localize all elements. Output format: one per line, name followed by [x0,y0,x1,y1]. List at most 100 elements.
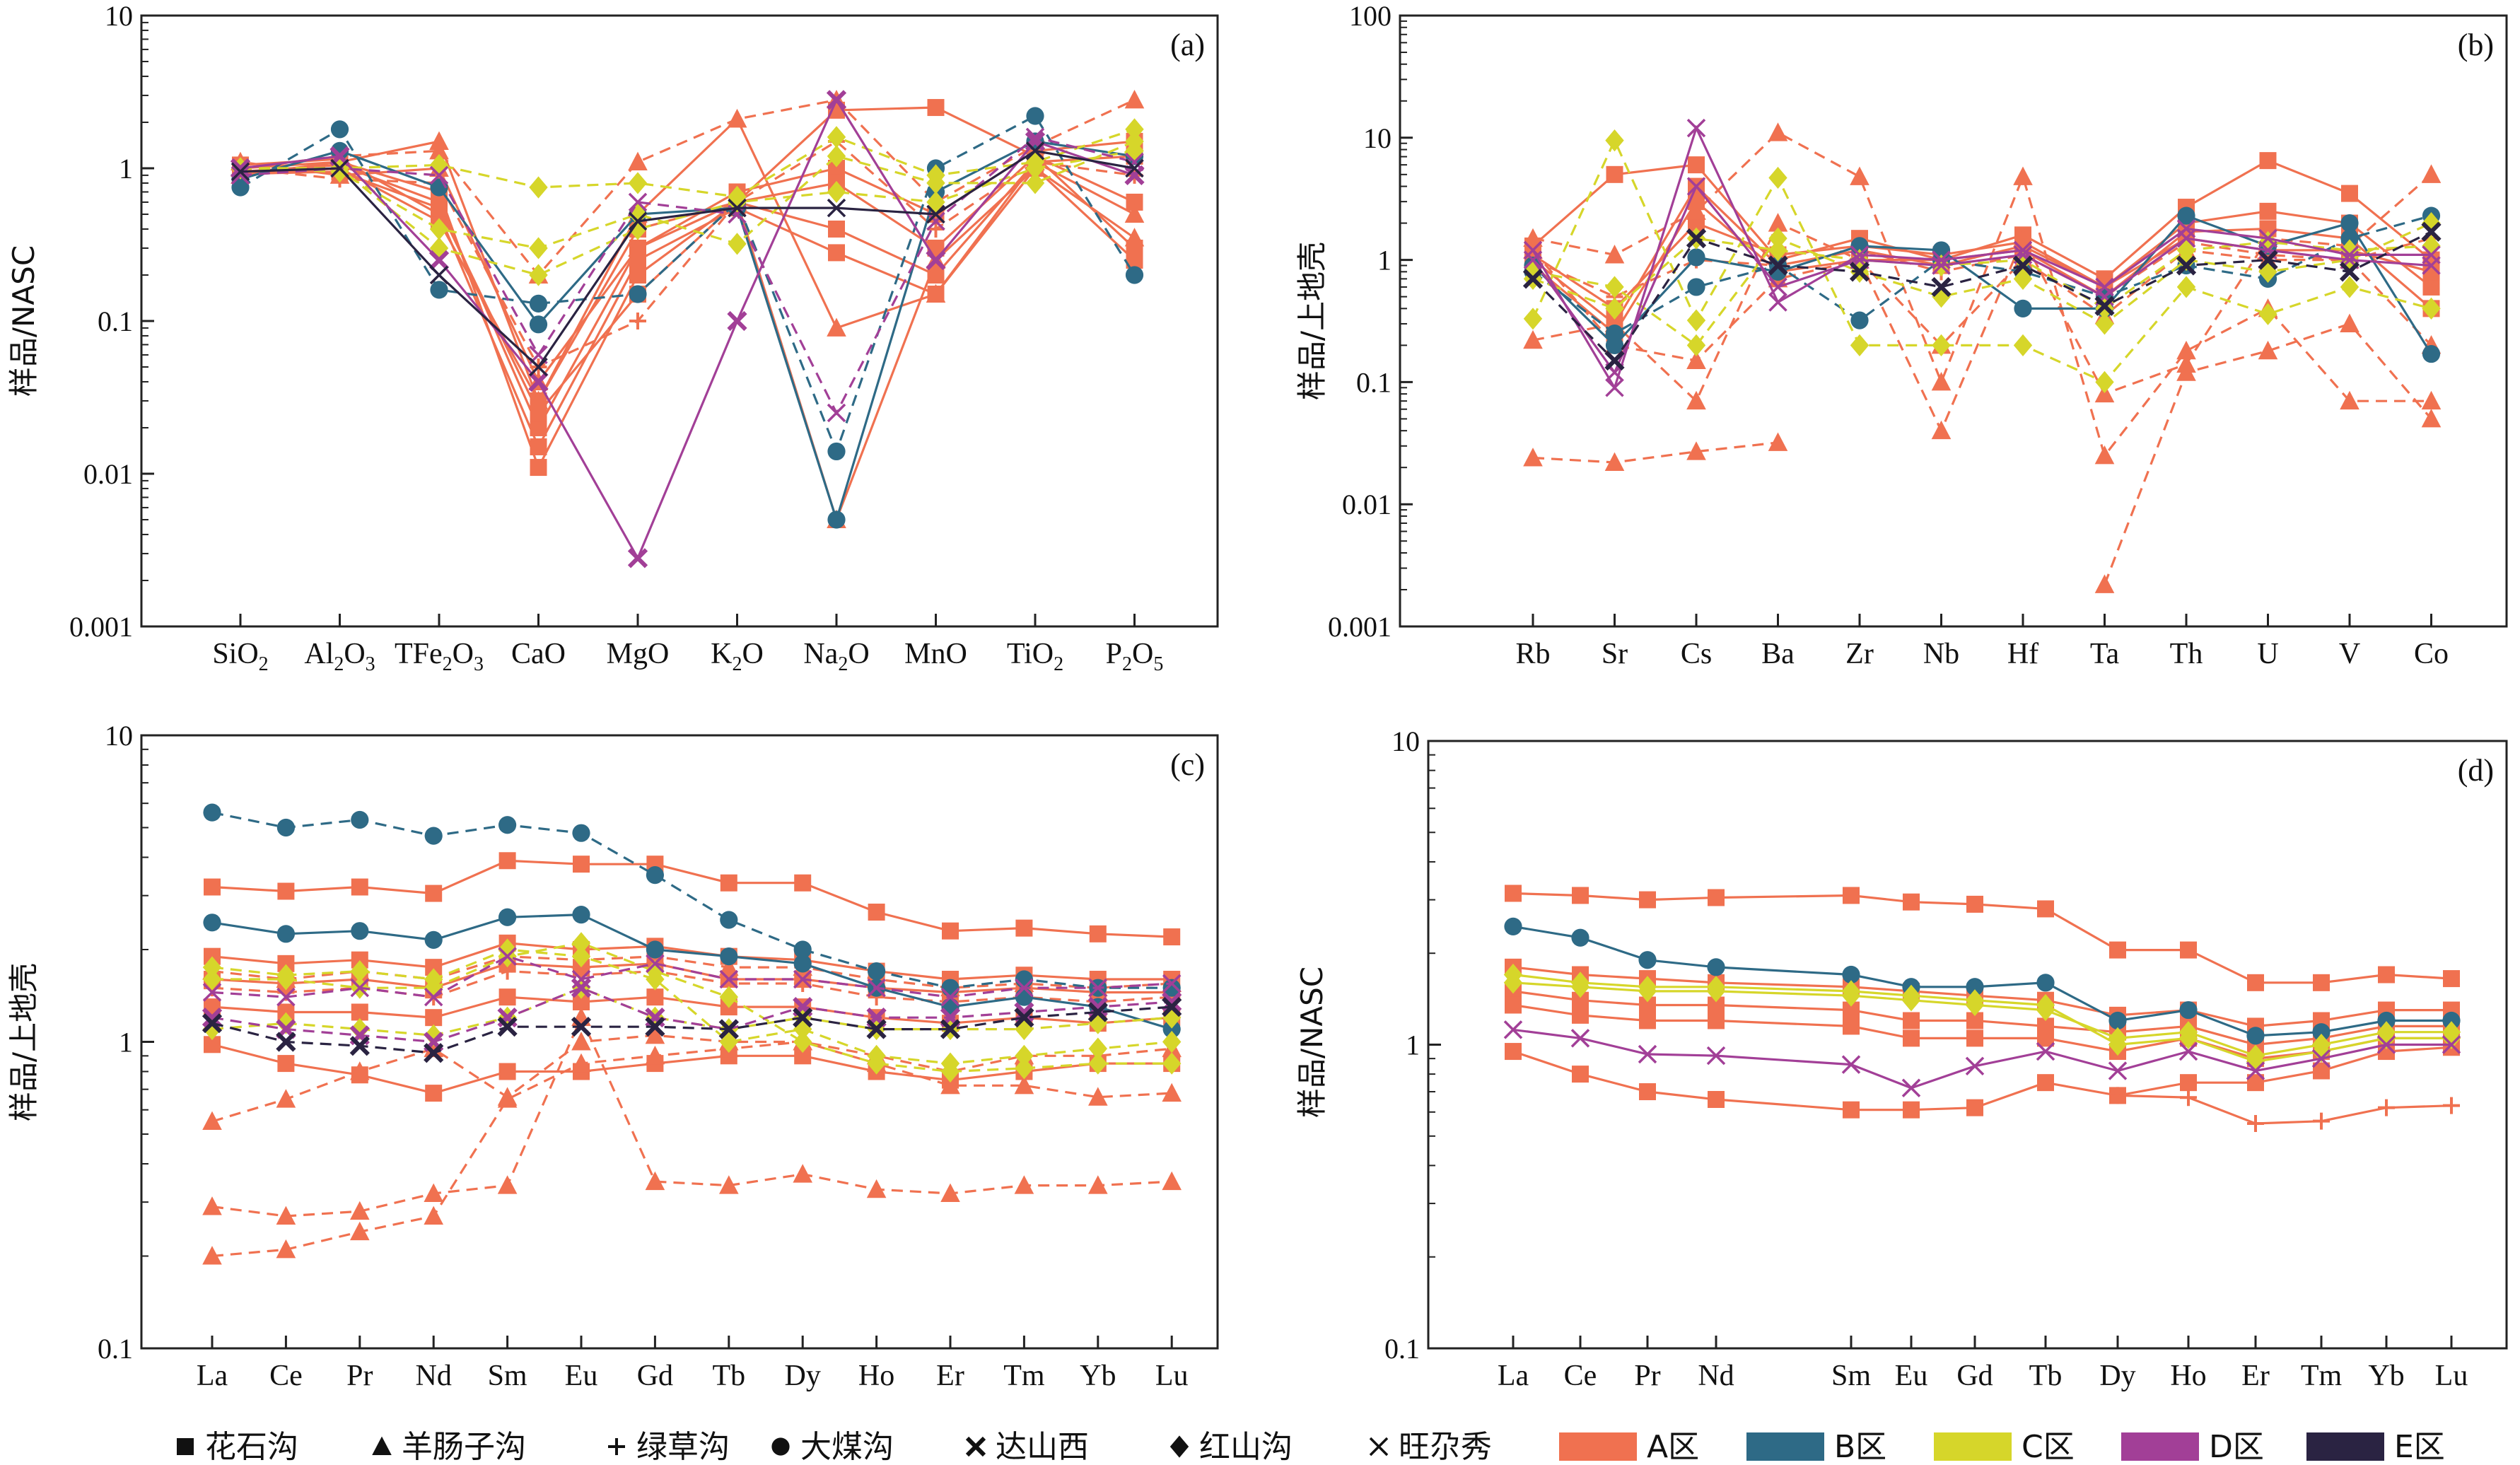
series-A-square [204,852,1181,946]
marker-plus [2109,1087,2126,1104]
marker-diamond [1169,1435,1189,1458]
series-line [240,136,1135,416]
series-E-xbold [1522,221,2442,371]
marker-square [1163,928,1181,946]
marker-triangle [793,1164,812,1183]
series-line [211,955,1172,998]
marker-triangle [202,1111,222,1131]
x-tick-label: Tb [712,1360,745,1392]
marker-circle [1687,248,1705,267]
marker-xbold [1686,228,1707,249]
series-line [1532,173,2432,434]
marker-diamond [1088,1012,1107,1034]
marker-diamond [1605,129,1624,152]
marker-x [202,983,222,1002]
marker-square [425,885,443,902]
marker-circle [2422,344,2441,363]
marker-diamond [2108,1027,2128,1049]
series-line [240,106,1136,471]
marker-diamond [2095,370,2114,393]
marker-xbold [202,1013,223,1034]
marker-circle [1605,325,1624,343]
marker-diamond [571,945,591,968]
series-line [1512,966,2451,1028]
x-tick-label: Tm [1003,1360,1045,1392]
marker-square [2259,202,2277,220]
x-tick-label: TiO2 [1007,638,1063,675]
marker-square [2037,900,2054,918]
panel-label: (a) [1170,28,1205,62]
marker-diamond [1162,1030,1182,1053]
marker-x [646,954,665,974]
marker-triangle [1768,213,1788,232]
marker-x [424,987,443,1007]
series-line [1512,1046,2452,1111]
marker-square [828,244,845,262]
marker-diamond [1570,976,1590,998]
marker-xbold [1087,1002,1108,1022]
marker-diamond [628,172,648,194]
marker-circle [2340,214,2359,233]
x-tick-label: Dy [785,1360,821,1392]
marker-diamond [2422,297,2441,320]
marker-triangle [424,1206,443,1225]
marker-square [2313,974,2330,991]
marker-x [2178,1041,2198,1061]
marker-x [1768,277,1787,297]
marker-triangle [2176,354,2196,373]
series-A-triangle [231,109,1145,409]
marker-diamond [1605,276,1624,298]
marker-triangle [2258,340,2278,360]
series-line [2117,1094,2452,1125]
marker-diamond [529,264,548,286]
marker-xbold [1931,276,1952,298]
marker-circle [430,281,448,299]
marker-triangle [628,151,648,171]
legend-swatch-A [1559,1432,1637,1461]
marker-plus [2247,1115,2264,1133]
marker-square [828,220,845,238]
series-line [1512,1028,2451,1090]
x-tick-label: Yb [1080,1360,1116,1392]
marker-circle [1842,965,1860,984]
marker-circle [629,285,647,303]
marker-diamond [2258,260,2277,283]
x-tick-label: Dy [2099,1360,2135,1392]
series-A-triangle [202,1007,1182,1225]
y-tick-label: 0.1 [1356,366,1392,398]
series-line [211,859,1172,938]
marker-triangle [202,1246,222,1265]
marker-x [1125,158,1144,178]
marker-square [1505,885,1522,902]
marker-square [1572,1066,1589,1083]
marker-diamond [1025,157,1045,180]
marker-circle [1850,311,1869,329]
legend-label-plus: 绿草沟 [636,1429,730,1465]
x-tick-label: Na2O [803,638,869,675]
legend-label-region-A: A区 [1647,1429,1699,1465]
panel-c: 0.1 1 10 La Ce Pr Nd Sm Eu Gd Tb Dy Ho Er Tm Yb Lu (c) 样品/… [6,720,1219,1392]
marker-circle [1162,1020,1181,1039]
marker-xbold [528,371,549,392]
marker-square [2247,974,2264,991]
marker-triangle [1014,1075,1034,1095]
y-tick-label: 0.001 [1328,611,1392,643]
marker-x [1901,1078,1921,1098]
legend-swatch-E [2306,1432,2384,1461]
marker-square [530,459,547,477]
marker-diamond [926,172,945,194]
marker-diamond [940,1060,960,1083]
marker-square [1639,1012,1656,1029]
series-D-xbold [230,90,1145,568]
series-line [240,140,1136,250]
marker-xbold [276,1032,296,1052]
marker-diamond [1088,1037,1107,1060]
marker-circle [646,940,665,959]
marker-triangle [1523,228,1543,247]
marker-x [628,211,648,231]
marker-triangle [350,1061,370,1080]
marker-circle [498,816,517,834]
series-C-diamond [202,938,1182,1075]
marker-square [1639,891,1656,909]
marker-diamond [1768,166,1787,189]
